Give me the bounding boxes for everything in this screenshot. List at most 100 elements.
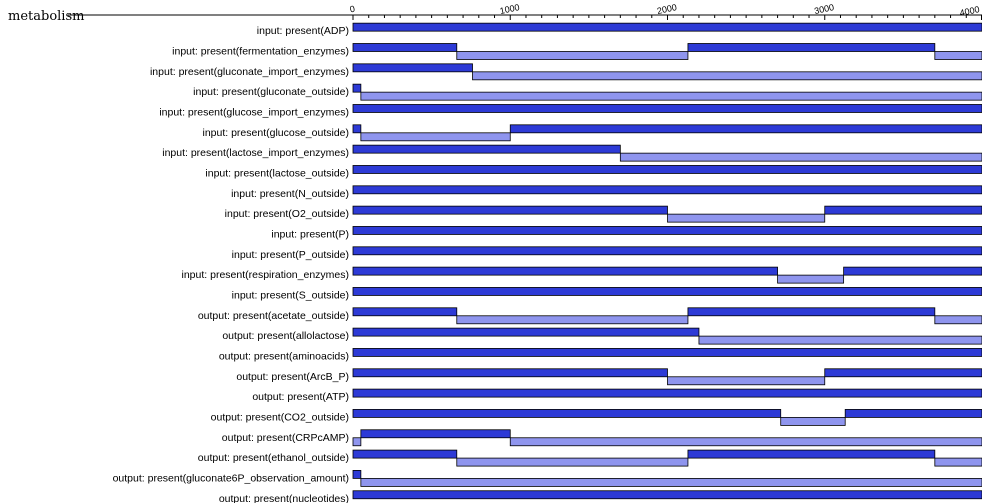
row-label: input: present(lactose_import_enzymes) <box>162 147 349 159</box>
timeline-row: input: present(ADP) <box>257 22 982 37</box>
x-axis: 0 1000 2000 3000 4000 <box>349 2 982 20</box>
timeline-row: input: present(O2_outside) <box>225 205 982 223</box>
segment-high <box>352 165 982 174</box>
timeline-row: input: present(P_outside) <box>232 246 982 261</box>
timeline-row: output: present(gluconate6P_observation_… <box>113 470 982 487</box>
segment-high <box>352 307 458 317</box>
timeline-row: output: present(acetate_outside) <box>198 307 982 325</box>
timeline-row: input: present(lactose_import_enzymes) <box>162 144 982 162</box>
segment-low <box>667 376 826 386</box>
segment-low <box>619 152 982 162</box>
segment-high <box>509 124 982 134</box>
row-label: input: present(N_outside) <box>231 188 349 200</box>
row-label: output: present(nucleotides) <box>219 493 349 503</box>
timeline-row: input: present(fermentation_enzymes) <box>172 43 982 60</box>
segment-high <box>352 388 982 398</box>
row-label: output: present(ArcB_P) <box>236 371 349 383</box>
segment-low <box>360 91 982 101</box>
tick-label: 4000 <box>959 4 981 18</box>
segment-high <box>352 348 982 357</box>
timeline-row: input: present(gluconate_outside) <box>193 83 982 101</box>
row-label: input: present(lactose_outside) <box>205 167 349 179</box>
row-label: input: present(glucose_import_enzymes) <box>159 106 349 118</box>
timeline-row: input: present(glucose_import_enzymes) <box>159 104 982 118</box>
segment-high <box>352 22 982 32</box>
row-label: input: present(gluconate_outside) <box>193 86 349 98</box>
tick-label: 1000 <box>499 2 521 16</box>
timeline-row: input: present(lactose_outside) <box>205 165 982 179</box>
row-label: output: present(acetate_outside) <box>198 310 349 322</box>
timeline-row: output: present(CRPcAMP) <box>222 429 982 447</box>
tick-label: 2000 <box>656 2 678 16</box>
segment-high <box>352 409 782 418</box>
segment-low <box>698 335 982 345</box>
timeline-row: input: present(N_outside) <box>231 185 982 200</box>
segment-low <box>667 213 826 223</box>
segment-high <box>352 43 458 52</box>
row-label: output: present(gluconate6P_observation_… <box>113 472 349 484</box>
segment-high <box>352 205 668 215</box>
timeline-row: output: present(CO2_outside) <box>211 409 982 426</box>
timeline-row: input: present(gluconate_import_enzymes) <box>150 63 982 81</box>
row-label: input: present(ADP) <box>257 25 349 37</box>
segment-high <box>352 185 982 195</box>
segment-low <box>509 437 982 447</box>
timeline-row: output: present(ArcB_P) <box>236 368 982 386</box>
segment-low <box>456 457 689 467</box>
timeline-row: output: present(ATP) <box>252 388 982 403</box>
tick-label: 3000 <box>813 2 835 16</box>
segment-high <box>687 43 936 52</box>
row-label: output: present(CO2_outside) <box>211 411 349 423</box>
row-label: input: present(S_outside) <box>232 289 349 301</box>
segment-high <box>352 63 473 73</box>
segment-high <box>352 83 362 93</box>
segment-high <box>352 104 982 113</box>
segment-high <box>352 490 982 500</box>
segment-high <box>352 246 982 256</box>
segment-high <box>352 226 982 235</box>
segment-high <box>352 470 362 479</box>
segment-high <box>352 287 982 296</box>
row-label: input: present(respiration_enzymes) <box>182 269 350 281</box>
row-label: output: present(allolactose) <box>222 330 349 342</box>
row-label: output: present(aminoacids) <box>219 350 349 362</box>
timeline-row: input: present(respiration_enzymes) <box>182 266 982 284</box>
segment-low <box>352 437 362 447</box>
timeline-row: input: present(S_outside) <box>232 287 982 301</box>
segment-low <box>780 417 846 426</box>
segment-high <box>352 449 458 459</box>
segment-high <box>843 266 982 276</box>
segment-high <box>687 307 936 317</box>
timeline-row: input: present(glucose_outside) <box>202 124 982 142</box>
row-label: input: present(O2_outside) <box>225 208 349 220</box>
row-label: input: present(gluconate_import_enzymes) <box>150 66 349 78</box>
segment-low <box>360 132 511 142</box>
segment-high <box>352 266 778 276</box>
tick-label: 0 <box>349 4 356 15</box>
segment-low <box>934 51 982 60</box>
chart-title: metabolism <box>8 9 84 24</box>
segment-low <box>360 478 982 487</box>
segment-high <box>360 429 511 439</box>
timeline-row: output: present(aminoacids) <box>219 348 982 362</box>
row-label: input: present(fermentation_enzymes) <box>172 45 349 57</box>
segment-low <box>456 51 689 60</box>
segment-high <box>352 124 362 134</box>
timeline-rows: input: present(ADP) input: present(fermen… <box>113 22 982 503</box>
row-label: input: present(P) <box>271 228 349 240</box>
row-label: output: present(ATP) <box>252 391 349 403</box>
timeline-row: output: present(allolactose) <box>222 327 982 345</box>
segment-low <box>472 71 982 81</box>
segment-high <box>824 205 982 215</box>
timeline-row: output: present(nucleotides) <box>219 490 982 503</box>
segment-high <box>844 409 982 418</box>
segment-low <box>456 315 689 325</box>
row-label: output: present(ethanol_outside) <box>198 452 349 464</box>
row-label: output: present(CRPcAMP) <box>222 432 349 444</box>
segment-high <box>687 449 936 459</box>
segment-low <box>934 457 982 467</box>
row-label: input: present(glucose_outside) <box>202 127 349 139</box>
timeline-row: output: present(ethanol_outside) <box>198 449 982 467</box>
segment-high <box>352 368 668 378</box>
